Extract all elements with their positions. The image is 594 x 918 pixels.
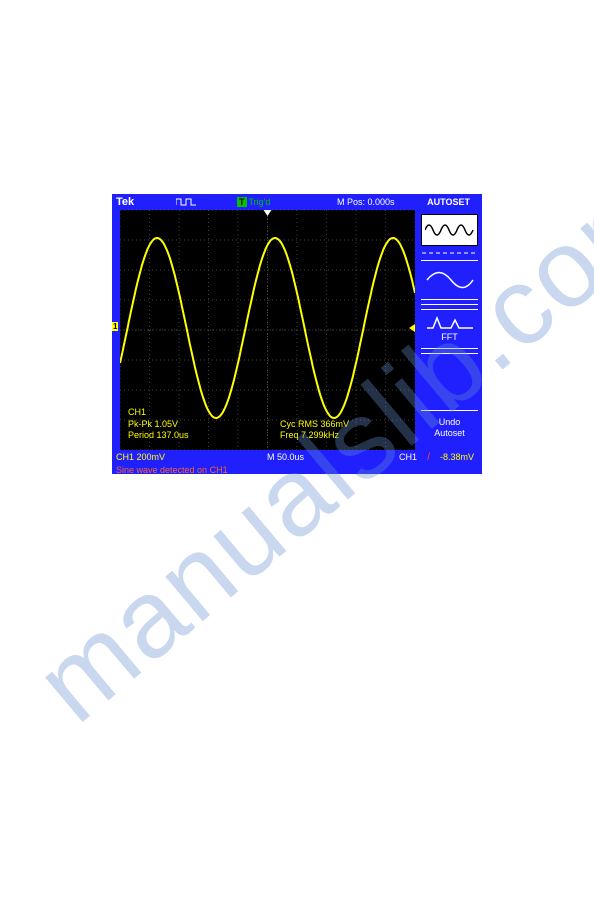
option-multi-cycle[interactable] bbox=[421, 214, 478, 246]
ch1-trig-source: CH1 bbox=[399, 452, 417, 462]
trig-edge-icon: / bbox=[427, 452, 430, 463]
trigger-status: T Trig'd bbox=[237, 197, 270, 207]
detection-message: Sine wave detected on CH1 bbox=[112, 464, 482, 476]
meas-pkpk: Pk-Pk 1.05V bbox=[128, 419, 189, 431]
measurements-left: CH1 Pk-Pk 1.05V Period 137.0us bbox=[128, 407, 189, 442]
autoset-title: AUTOSET bbox=[427, 197, 470, 207]
waveform-grid: 1 CH1 Pk-Pk 1.05V Period 137.0us Cyc RMS… bbox=[120, 210, 415, 450]
channel-1-marker: 1 bbox=[112, 322, 118, 331]
meas-period: Period 137.0us bbox=[128, 430, 189, 442]
fft-label: FFT bbox=[441, 332, 458, 342]
trigger-status-text: Trig'd bbox=[249, 197, 271, 207]
bottom-status-bar: CH1 200mV M 50.0us CH1 / -8.38mV bbox=[112, 450, 482, 464]
meas-cycrms: Cyc RMS 366mV bbox=[280, 419, 349, 431]
trigger-indicator: T bbox=[237, 197, 247, 207]
undo-autoset-button[interactable]: Undo Autoset bbox=[421, 410, 478, 446]
trig-level: -8.38mV bbox=[440, 452, 474, 462]
ch1-scale: CH1 200mV bbox=[116, 452, 165, 462]
multi-cycle-sine-icon bbox=[425, 220, 475, 240]
single-cycle-sine-icon bbox=[425, 269, 475, 291]
panel-divider bbox=[421, 304, 478, 305]
meas-freq: Freq 7.299kHz bbox=[280, 430, 349, 442]
time-scale: M 50.0us bbox=[267, 452, 304, 462]
meas-ch-label: CH1 bbox=[128, 407, 189, 419]
panel-spacer bbox=[421, 358, 478, 406]
main-display-row: 1 CH1 Pk-Pk 1.05V Period 137.0us Cyc RMS… bbox=[112, 210, 482, 450]
m-position: M Pos: 0.000s bbox=[337, 197, 395, 207]
oscilloscope-screen: Tek T Trig'd M Pos: 0.000s AUTOSET 1 CH1… bbox=[112, 194, 482, 474]
top-status-bar: Tek T Trig'd M Pos: 0.000s AUTOSET bbox=[112, 194, 482, 210]
autoset-options-panel: FFT Undo Autoset bbox=[415, 210, 482, 450]
square-wave-icon bbox=[176, 197, 196, 207]
option-fft[interactable]: FFT bbox=[421, 309, 478, 349]
brand-label: Tek bbox=[116, 196, 134, 208]
measurements-right: Cyc RMS 366mV Freq 7.299kHz bbox=[280, 407, 349, 442]
undo-label-1: Undo bbox=[421, 417, 478, 429]
fft-peaks-icon bbox=[425, 316, 475, 330]
option-single-cycle[interactable] bbox=[421, 260, 478, 300]
dashed-divider-icon bbox=[422, 250, 478, 256]
undo-label-2: Autoset bbox=[421, 428, 478, 440]
panel-divider-2 bbox=[421, 353, 478, 354]
